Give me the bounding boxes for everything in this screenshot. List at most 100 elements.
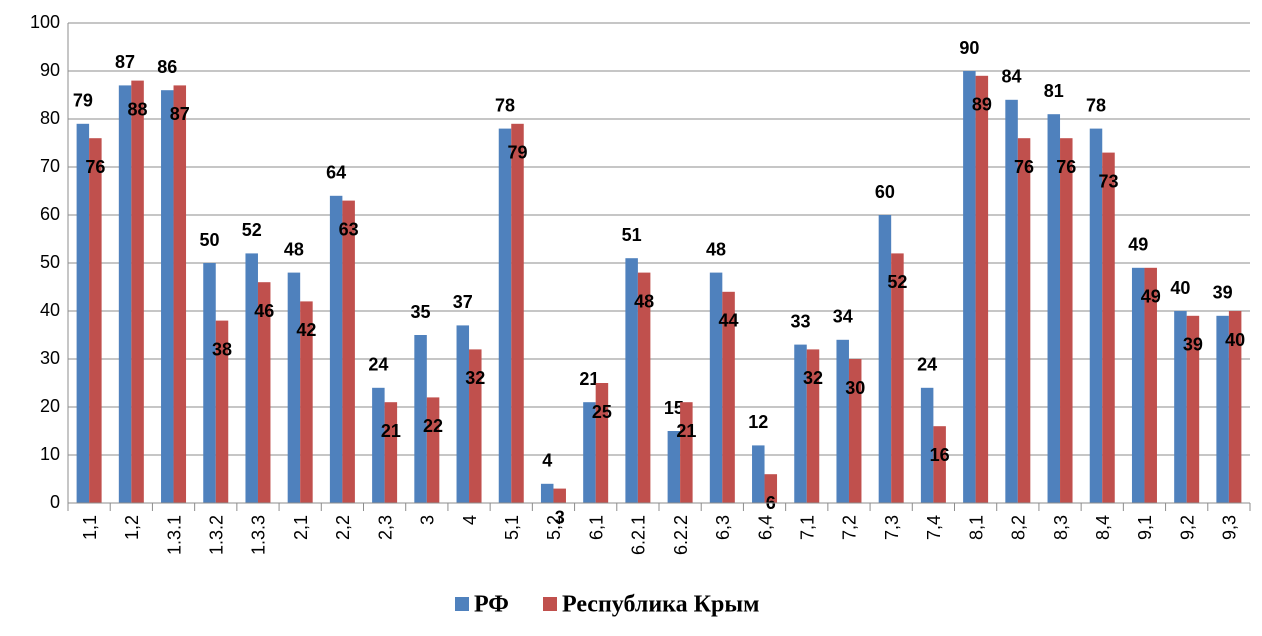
bar <box>583 402 596 503</box>
x-tick-label: 6,3 <box>713 515 733 540</box>
x-tick-label: 4 <box>460 515 480 525</box>
value-label: 52 <box>242 220 262 240</box>
bar <box>456 325 470 503</box>
bar <box>848 359 862 503</box>
value-label: 60 <box>875 182 895 202</box>
bar <box>118 85 132 504</box>
value-label: 48 <box>634 291 654 311</box>
bar <box>89 138 102 503</box>
bar <box>1017 138 1031 503</box>
value-label: 15 <box>664 398 684 418</box>
bar <box>342 200 355 503</box>
value-label: 76 <box>1056 157 1076 177</box>
bar <box>709 272 723 503</box>
bar <box>426 397 440 503</box>
value-label: 39 <box>1213 283 1233 303</box>
x-tick-label: 1.3.3 <box>249 515 269 555</box>
value-label: 87 <box>115 52 135 72</box>
y-tick-label: 50 <box>40 252 60 272</box>
bar <box>498 128 512 503</box>
value-label: 30 <box>845 378 865 398</box>
legend-label: Республика Крым <box>562 592 759 618</box>
value-label: 90 <box>959 38 979 58</box>
x-tick-label: 5,1 <box>502 515 522 540</box>
y-tick-label: 90 <box>40 60 60 80</box>
x-tick-label: 3 <box>418 515 438 525</box>
y-tick-label: 10 <box>40 444 60 464</box>
x-tick-label: 5,2 <box>544 515 564 540</box>
x-tick-label: 7,1 <box>798 515 818 540</box>
value-label: 79 <box>73 91 93 111</box>
bar <box>836 339 849 503</box>
bar <box>722 291 735 503</box>
bar <box>963 71 976 503</box>
x-tick-label: 8,2 <box>1009 515 1029 540</box>
x-tick-label: 7,4 <box>924 515 944 540</box>
x-tick-label: 7,3 <box>882 515 902 540</box>
value-label: 78 <box>1086 95 1106 115</box>
value-label: 24 <box>917 355 937 375</box>
x-tick-label: 2,2 <box>333 515 353 540</box>
value-label: 21 <box>579 369 599 389</box>
value-label: 46 <box>254 301 274 321</box>
bar <box>1060 138 1073 503</box>
value-label: 40 <box>1170 278 1190 298</box>
bar <box>76 123 90 504</box>
bar <box>300 301 313 503</box>
value-label: 78 <box>495 95 515 115</box>
value-label: 21 <box>676 421 696 441</box>
value-label: 25 <box>592 402 612 422</box>
value-label: 33 <box>790 311 810 331</box>
x-tick-label: 1,2 <box>122 515 142 540</box>
value-label: 42 <box>296 320 316 340</box>
value-label: 76 <box>85 157 105 177</box>
legend-swatch <box>455 597 469 611</box>
y-tick-label: 80 <box>40 108 60 128</box>
bar <box>637 272 651 503</box>
value-label: 34 <box>833 307 853 327</box>
x-tick-label: 9,1 <box>1135 515 1155 540</box>
value-label: 88 <box>128 99 148 119</box>
bar <box>1005 99 1018 504</box>
x-tick-label: 8,4 <box>1093 515 1113 540</box>
value-label: 22 <box>423 416 443 436</box>
value-label: 64 <box>326 163 346 183</box>
bar <box>975 75 989 504</box>
bar <box>372 387 385 503</box>
x-tick-label: 9,2 <box>1177 515 1197 540</box>
x-tick-label: 1.3.2 <box>207 515 227 555</box>
value-label: 37 <box>453 292 473 312</box>
x-tick-label: 6,4 <box>755 515 775 540</box>
value-label: 63 <box>339 219 359 239</box>
bar <box>245 253 258 503</box>
value-label: 76 <box>1014 157 1034 177</box>
bar <box>215 320 229 503</box>
y-tick-label: 60 <box>40 204 60 224</box>
bar <box>553 488 566 503</box>
bar <box>1228 311 1242 503</box>
bar <box>511 123 524 504</box>
value-label: 44 <box>719 311 739 331</box>
value-label: 79 <box>507 143 527 163</box>
bar <box>131 80 144 503</box>
bar <box>1216 315 1229 503</box>
value-label: 73 <box>1098 171 1118 191</box>
bar <box>764 474 778 503</box>
x-tick-label: 2,1 <box>291 515 311 540</box>
value-label: 49 <box>1141 287 1161 307</box>
x-tick-label: 2,3 <box>375 515 395 540</box>
x-tick-label: 8,3 <box>1051 515 1071 540</box>
value-label: 12 <box>748 412 768 432</box>
bar <box>878 215 892 503</box>
x-tick-label: 7,2 <box>840 515 860 540</box>
x-tick-label: 6.2.2 <box>671 515 691 555</box>
bar <box>173 85 187 504</box>
value-label: 87 <box>170 104 190 124</box>
bar <box>891 253 904 503</box>
bar <box>680 402 693 503</box>
bar <box>1131 267 1145 503</box>
bar <box>1174 311 1187 503</box>
bar <box>287 272 301 503</box>
value-label: 48 <box>284 239 304 259</box>
